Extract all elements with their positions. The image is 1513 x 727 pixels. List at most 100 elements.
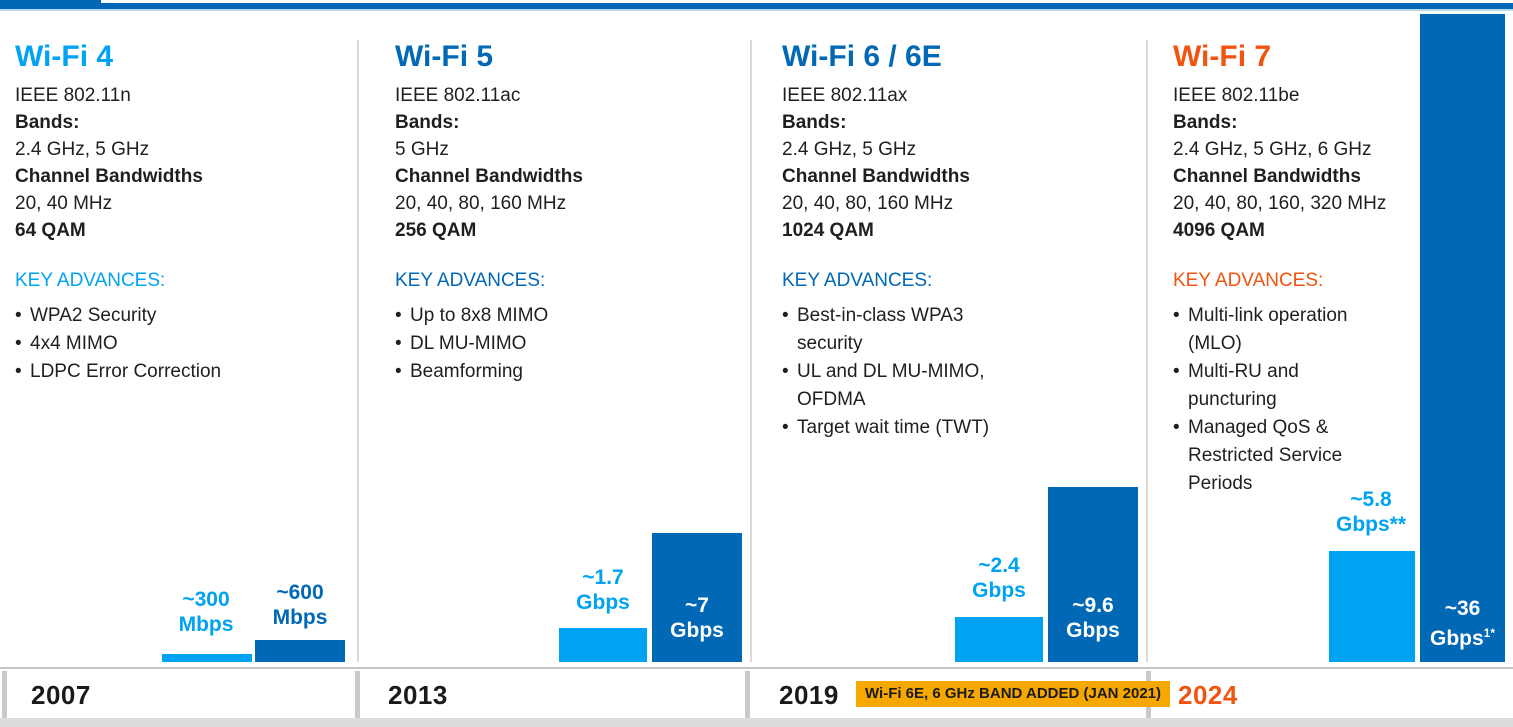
wifi7-title: Wi-Fi 7 bbox=[1173, 40, 1272, 73]
timeline-year-wifi4: 2007 bbox=[31, 680, 91, 710]
wifi7-bands-label: Bands: bbox=[1173, 112, 1238, 133]
wifi7-key-advances-label: KEY ADVANCES: bbox=[1173, 270, 1324, 291]
timeline-divider bbox=[745, 671, 750, 718]
column-divider bbox=[750, 40, 752, 662]
column-divider bbox=[357, 40, 359, 662]
wifi4-bands: 2.4 GHz, 5 GHz bbox=[15, 139, 150, 160]
wifi7-bandwidths: 20, 40, 80, 160, 320 MHz bbox=[1173, 193, 1387, 214]
wifi4-bandwidths-label: Channel Bandwidths bbox=[15, 166, 203, 187]
advance-item: Target wait time (TWT) bbox=[782, 414, 1034, 442]
column-divider bbox=[1146, 40, 1148, 662]
bar-value: ~1.7 bbox=[582, 566, 624, 589]
wifi7-advances-list: Multi-link operation (MLO) Multi-RU and … bbox=[1173, 302, 1385, 498]
wifi6-bandwidths: 20, 40, 80, 160 MHz bbox=[782, 193, 954, 214]
bar-unit: Gbps bbox=[1066, 619, 1120, 642]
header-bar-left-block bbox=[0, 0, 101, 9]
timeline-divider bbox=[355, 671, 360, 718]
wifi6-bands-label: Bands: bbox=[782, 112, 847, 133]
wifi5-title: Wi-Fi 5 bbox=[395, 40, 494, 73]
wifi4-key-advances-label: KEY ADVANCES: bbox=[15, 270, 166, 291]
timeline-divider bbox=[2, 671, 7, 718]
bar-unit: Gbps bbox=[972, 579, 1026, 602]
bar-footnote-marker: 1* bbox=[1483, 626, 1495, 640]
wifi4-advances-list: WPA2 Security 4x4 MIMO LDPC Error Correc… bbox=[15, 302, 345, 386]
bar-value: ~600 bbox=[276, 581, 324, 604]
advance-item: WPA2 Security bbox=[15, 302, 345, 330]
advance-item: 4x4 MIMO bbox=[15, 330, 345, 358]
advance-item: Multi-link operation (MLO) bbox=[1173, 302, 1385, 358]
wifi7-bandwidths-label: Channel Bandwidths bbox=[1173, 166, 1361, 187]
wifi4-bands-label: Bands: bbox=[15, 112, 80, 133]
advance-item: DL MU-MIMO bbox=[395, 330, 725, 358]
wifi7-column: Wi-Fi 7 IEEE 802.11be Bands: 2.4 GHz, 5 … bbox=[1173, 40, 1413, 498]
wifi4-max-bar-label: ~600 Mbps bbox=[244, 580, 356, 630]
wifi4-standard: IEEE 802.11n bbox=[15, 85, 131, 106]
bar-value: ~9.6 bbox=[1072, 594, 1114, 617]
bar-unit: Mbps bbox=[178, 613, 234, 636]
timeline-year-wifi5: 2013 bbox=[388, 680, 448, 710]
wifi5-bands-label: Bands: bbox=[395, 112, 460, 133]
timeline-year-wifi7: 2024 bbox=[1178, 680, 1238, 710]
bar-unit: Gbps bbox=[670, 619, 724, 642]
wifi4-title: Wi-Fi 4 bbox=[15, 40, 114, 73]
bar-value: ~2.4 bbox=[978, 554, 1020, 577]
wifi4-typical-bar-label: ~300 Mbps bbox=[150, 587, 262, 637]
wifi5-advances-list: Up to 8x8 MIMO DL MU-MIMO Beamforming bbox=[395, 302, 725, 386]
wifi5-typical-bar bbox=[559, 628, 647, 662]
timeline-bottom-strip bbox=[0, 718, 1513, 727]
wifi5-max-bar bbox=[652, 533, 742, 662]
wifi4-modulation: 64 QAM bbox=[15, 220, 86, 241]
bar-value: ~7 bbox=[685, 594, 709, 617]
advance-item: LDPC Error Correction bbox=[15, 358, 345, 386]
timeline-year-wifi6: 2019 bbox=[779, 680, 839, 710]
wifi4-max-bar bbox=[255, 640, 345, 662]
wifi5-standard: IEEE 802.11ac bbox=[395, 85, 521, 106]
advance-item: Up to 8x8 MIMO bbox=[395, 302, 725, 330]
wifi6-max-bar bbox=[1048, 487, 1138, 662]
wifi7-standard: IEEE 802.11be bbox=[1173, 85, 1300, 106]
wifi7-max-bar-label: ~36 Gbps1* bbox=[1417, 596, 1508, 651]
bar-unit: Gbps bbox=[576, 591, 630, 614]
wifi6-advances-list: Best-in-class WPA3 security UL and DL MU… bbox=[782, 302, 1034, 442]
wifi6-max-bar-label: ~9.6 Gbps bbox=[1038, 593, 1148, 643]
wifi6-bands: 2.4 GHz, 5 GHz bbox=[782, 139, 917, 160]
bar-unit: Mbps bbox=[272, 606, 328, 629]
wifi5-bandwidths: 20, 40, 80, 160 MHz bbox=[395, 193, 567, 214]
wifi6-column: Wi-Fi 6 / 6E IEEE 802.11ax Bands: 2.4 GH… bbox=[782, 40, 1112, 442]
wifi6-key-advances-label: KEY ADVANCES: bbox=[782, 270, 933, 291]
wifi5-max-bar-label: ~7 Gbps bbox=[642, 593, 752, 643]
wifi4-bandwidths: 20, 40 MHz bbox=[15, 193, 113, 214]
wifi6-modulation: 1024 QAM bbox=[782, 220, 874, 241]
wifi5-column: Wi-Fi 5 IEEE 802.11ac Bands: 5 GHz Chann… bbox=[395, 40, 725, 386]
wifi7-typical-bar-label: ~5.8 Gbps** bbox=[1312, 487, 1430, 537]
bar-unit: Gbps bbox=[1429, 627, 1484, 650]
bar-value: ~5.8 bbox=[1350, 488, 1392, 511]
advance-item: UL and DL MU-MIMO, OFDMA bbox=[782, 358, 1034, 414]
wifi4-column: Wi-Fi 4 IEEE 802.11n Bands: 2.4 GHz, 5 G… bbox=[15, 40, 345, 386]
wifi4-typical-bar bbox=[162, 654, 252, 662]
header-bar bbox=[0, 3, 1513, 9]
wifi7-modulation: 4096 QAM bbox=[1173, 220, 1265, 241]
advance-item: Multi-RU and puncturing bbox=[1173, 358, 1385, 414]
advance-item: Managed QoS & Restricted Service Periods bbox=[1173, 414, 1385, 498]
header-bar-underline bbox=[0, 9, 1513, 11]
advance-item: Beamforming bbox=[395, 358, 725, 386]
wifi5-modulation: 256 QAM bbox=[395, 220, 477, 241]
bar-unit: Gbps** bbox=[1335, 513, 1406, 536]
wifi7-bands: 2.4 GHz, 5 GHz, 6 GHz bbox=[1173, 139, 1372, 160]
wifi5-key-advances-label: KEY ADVANCES: bbox=[395, 270, 546, 291]
bar-value: ~300 bbox=[182, 588, 230, 611]
wifi6-standard: IEEE 802.11ax bbox=[782, 85, 908, 106]
wifi7-typical-bar bbox=[1329, 551, 1415, 662]
wifi5-bandwidths-label: Channel Bandwidths bbox=[395, 166, 583, 187]
wifi5-typical-bar-label: ~1.7 Gbps bbox=[548, 565, 658, 615]
wifi6-title: Wi-Fi 6 / 6E bbox=[782, 40, 942, 73]
wifi7-max-bar bbox=[1420, 14, 1505, 662]
wifi6-typical-bar bbox=[955, 617, 1043, 662]
wifi5-bands: 5 GHz bbox=[395, 139, 449, 160]
wifi6-typical-bar-label: ~2.4 Gbps bbox=[944, 553, 1054, 603]
wifi6e-band-added-badge: Wi-Fi 6E, 6 GHz BAND ADDED (JAN 2021) bbox=[856, 681, 1171, 707]
wifi6-bandwidths-label: Channel Bandwidths bbox=[782, 166, 970, 187]
advance-item: Best-in-class WPA3 security bbox=[782, 302, 1034, 358]
